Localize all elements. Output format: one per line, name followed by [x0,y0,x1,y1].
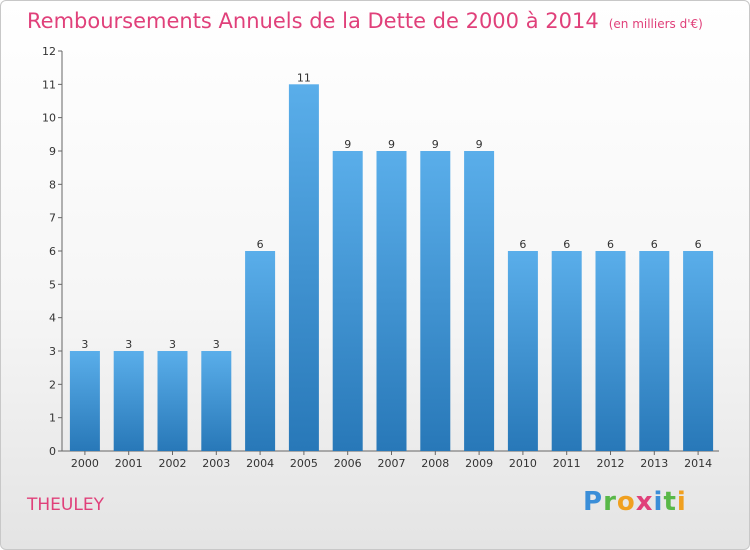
bar [157,351,188,451]
bar [113,351,144,451]
x-tick-label: 2012 [597,457,625,470]
y-tick-label: 5 [49,278,56,291]
logo-letter: P [583,487,604,517]
bar [288,84,319,452]
bar [201,351,232,451]
bar-value-label: 6 [519,238,526,251]
proxiti-logo: Proxiti [583,487,687,517]
bar [639,251,670,451]
bar-value-label: 9 [476,138,483,151]
x-tick-label: 2013 [640,457,668,470]
chart-title: Remboursements Annuels de la Dette de 20… [27,9,703,33]
bar-value-label: 6 [563,238,570,251]
bar [69,351,100,451]
y-tick-label: 12 [42,45,56,58]
bar-value-label: 3 [213,338,220,351]
y-tick-label: 2 [49,378,56,391]
x-tick-label: 2003 [202,457,230,470]
y-tick-label: 0 [49,445,56,458]
data-labels: 3 3 3 3 6 11 9 9 9 9 6 6 6 6 6 [81,71,701,351]
x-tick-label: 2005 [290,457,318,470]
y-tick-label: 4 [49,312,56,325]
bar-value-label: 6 [695,238,702,251]
logo-letter: o [616,487,636,517]
y-tick-label: 9 [49,145,56,158]
y-tick-label: 1 [49,412,56,425]
bar-value-label: 6 [651,238,658,251]
x-tick-label: 2010 [509,457,537,470]
town-name: THEULEY [27,495,104,515]
bar-value-label: 9 [432,138,439,151]
bar-value-label: 3 [169,338,176,351]
x-tick-label: 2006 [334,457,362,470]
logo-letter: r [603,487,617,517]
y-tick-label: 6 [49,245,56,258]
bar-value-label: 6 [607,238,614,251]
bar [245,251,276,451]
bar [595,251,626,451]
x-tick-label: 2001 [115,457,143,470]
bar [551,251,582,451]
bars [69,84,714,452]
x-tick-label: 2008 [421,457,449,470]
bar [376,151,407,451]
logo-letter: t [663,487,677,517]
y-tick-label: 7 [49,212,56,225]
y-tick-label: 8 [49,178,56,191]
y-tick-label: 10 [42,112,56,125]
bar-value-label: 9 [388,138,395,151]
bar-value-label: 6 [257,238,264,251]
x-tick-label: 2002 [159,457,187,470]
bar-value-label: 3 [81,338,88,351]
logo-letter: x [635,487,654,517]
chart-title-text: Remboursements Annuels de la Dette de 20… [27,9,599,33]
x-tick-label: 2011 [553,457,581,470]
x-tick-label: 2000 [71,457,99,470]
bar [332,151,363,451]
bar-value-label: 9 [344,138,351,151]
x-tick-label: 2007 [378,457,406,470]
logo-letter: i [676,487,687,517]
y-tick-label: 3 [49,345,56,358]
bar [683,251,714,451]
x-tick-label: 2004 [246,457,274,470]
x-tick-label: 2009 [465,457,493,470]
logo-letter: i [653,487,664,517]
bar-value-label: 11 [297,71,311,84]
bar [507,251,538,451]
chart-unit: (en milliers d'€) [608,17,703,31]
bar [420,151,451,451]
y-tick-label: 11 [42,78,56,91]
bar-value-label: 3 [125,338,132,351]
x-tick-label: 2014 [684,457,712,470]
bar [464,151,495,451]
